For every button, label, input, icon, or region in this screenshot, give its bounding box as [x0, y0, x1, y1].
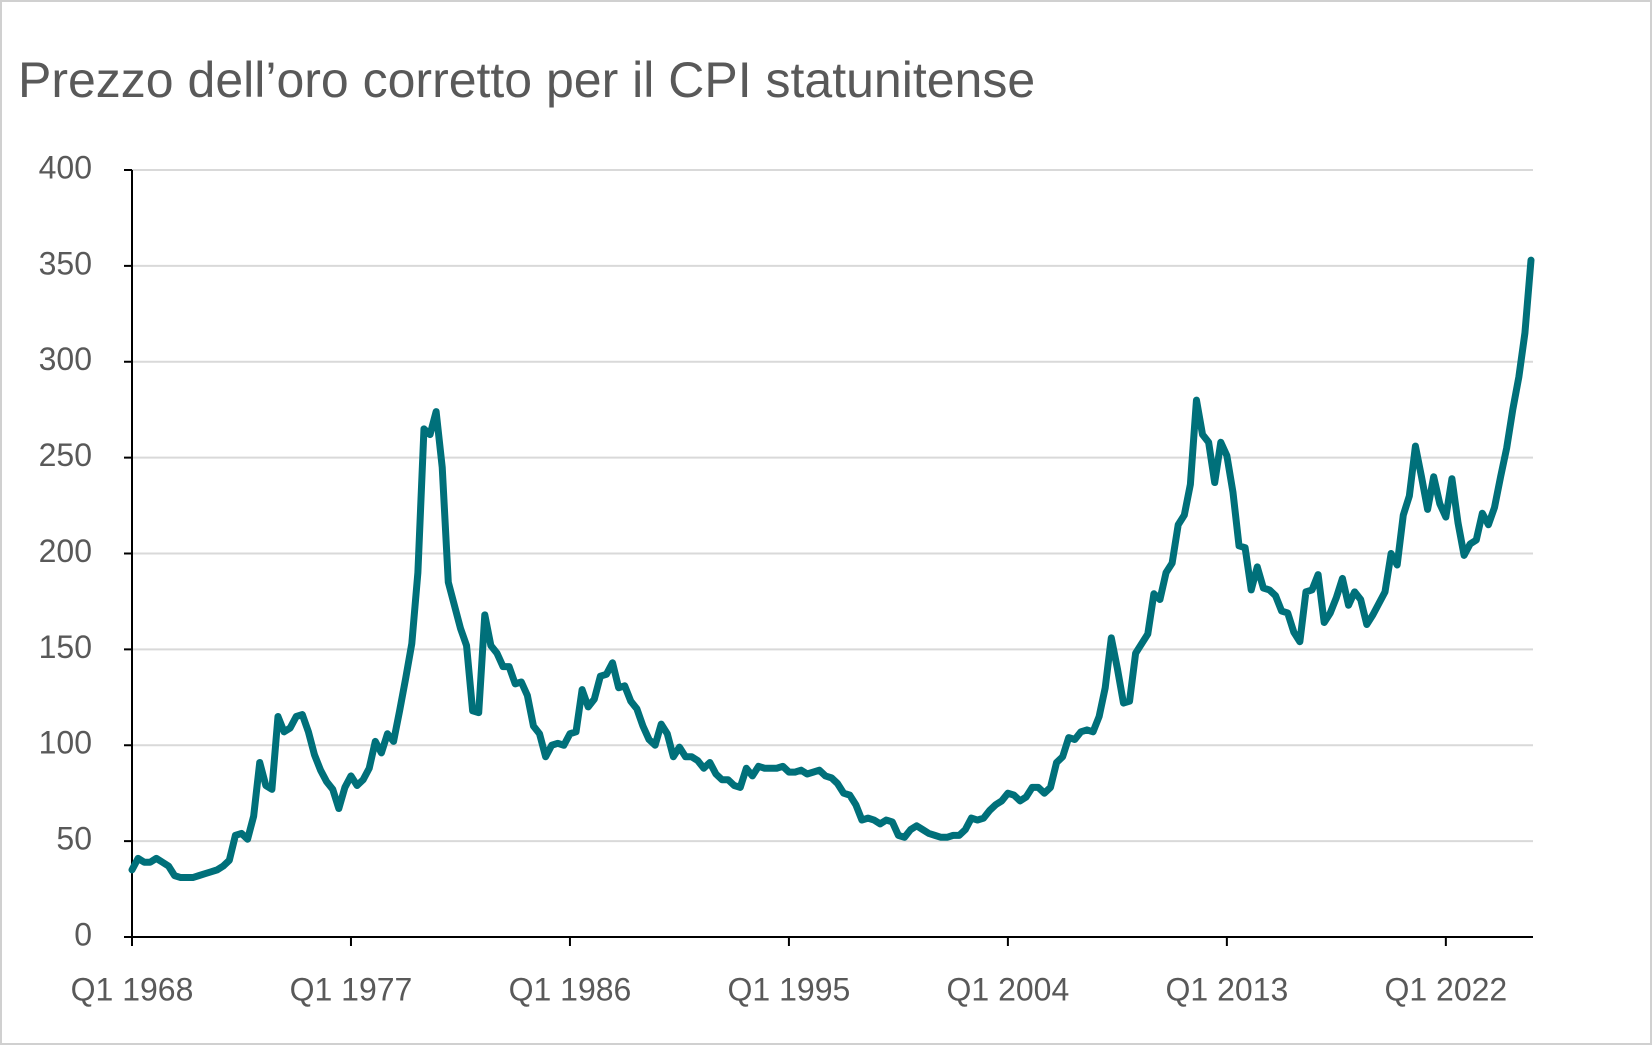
x-tick-label: Q1 2013 — [1165, 971, 1288, 1007]
y-tick-label: 200 — [39, 533, 92, 569]
x-tick-label: Q1 1995 — [728, 971, 851, 1007]
x-tick-label: Q1 2004 — [947, 971, 1070, 1007]
y-tick-label: 50 — [56, 821, 92, 857]
x-tick-label: Q1 2022 — [1384, 971, 1507, 1007]
line-series — [128, 256, 1535, 882]
y-tick-label: 0 — [74, 916, 92, 952]
x-tick-label: Q1 1986 — [509, 971, 632, 1007]
y-tick-label: 100 — [39, 725, 92, 761]
chart-title: Prezzo dell’oro corretto per il CPI stat… — [18, 52, 1035, 108]
x-tick-label: Q1 1968 — [71, 971, 194, 1007]
y-tick-label: 250 — [39, 437, 92, 473]
x-tick-label: Q1 1977 — [290, 971, 413, 1007]
y-tick-label: 350 — [39, 245, 92, 281]
y-tick-label: 400 — [39, 149, 92, 185]
y-tick-label: 150 — [39, 629, 92, 665]
y-tick-label: 300 — [39, 341, 92, 377]
